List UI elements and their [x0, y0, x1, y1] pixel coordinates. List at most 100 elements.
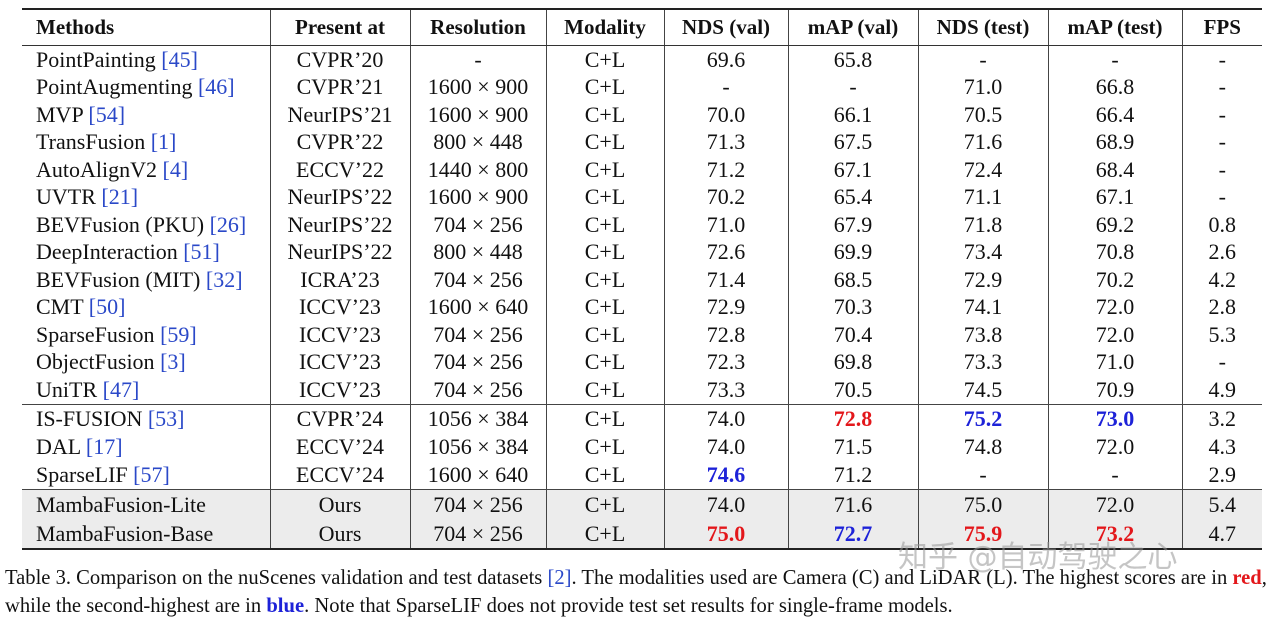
method-name: SparseLIF — [36, 462, 128, 488]
table-row: SparseFusion [59] ICCV’23 704 × 256 C+L 72.8… — [22, 321, 1262, 349]
table-cell: 70.8 — [1047, 238, 1182, 266]
table-row: BEVFusion (PKU) [26] NeurIPS’22 704 × 256 C… — [22, 211, 1262, 239]
table-cell: NeurIPS’22 — [269, 183, 410, 211]
table-cell: 704 × 256 — [409, 519, 546, 549]
table-cell: - — [917, 45, 1048, 74]
header-row: Methods Present at Resolution Modality NDS (… — [22, 9, 1262, 46]
method-name: MambaFusion-Base — [36, 520, 214, 546]
table-cell: 71.8 — [917, 211, 1048, 239]
table-cell: 75.0 — [917, 489, 1048, 520]
table-row: CMT [50] ICCV’23 1600 × 640 C+L 72.9 70.3 74.1… — [22, 293, 1262, 321]
table-cell: ICCV’23 — [269, 348, 410, 376]
table-cell: C+L — [545, 211, 664, 239]
table-cell: 72.6 — [663, 238, 788, 266]
table-cell: - — [1181, 156, 1262, 184]
table-cell: 69.8 — [787, 348, 918, 376]
table-cell: 704 × 256 — [409, 376, 546, 404]
table-cell: C+L — [545, 266, 664, 294]
table-cell: 70.2 — [663, 183, 788, 211]
table-cell: 1600 × 900 — [409, 183, 546, 211]
table-cell: 70.3 — [787, 293, 918, 321]
table-cell: 5.3 — [1181, 321, 1262, 349]
table-cell: C+L — [545, 183, 664, 211]
table-cell: - — [1047, 45, 1182, 74]
citation: [53] — [147, 405, 185, 431]
method-name: PointAugmenting — [36, 74, 193, 100]
table-cell: 71.2 — [663, 156, 788, 184]
table-cell: 71.5 — [787, 432, 918, 462]
citation: [32] — [205, 266, 243, 292]
table-row: AutoAlignV2 [4] ECCV’22 1440 × 800 C+L 71.2 6… — [22, 156, 1262, 184]
table-cell: 1056 × 384 — [409, 432, 546, 462]
method-name: PointPainting — [36, 46, 156, 72]
table-cell: CVPR’22 — [269, 128, 410, 156]
table-cell: 72.8 — [663, 321, 788, 349]
table-cell: ECCV’22 — [269, 156, 410, 184]
citation: [21] — [101, 184, 139, 210]
table-cell: 1600 × 900 — [409, 73, 546, 101]
table-cell: 4.3 — [1181, 432, 1262, 462]
table-cell: 704 × 256 — [409, 266, 546, 294]
table-cell: 704 × 256 — [409, 321, 546, 349]
method-cell: UVTR [21] — [22, 184, 270, 212]
method-name: SparseFusion — [36, 321, 155, 347]
method-name: CMT — [36, 294, 84, 320]
table-cell: 73.8 — [917, 321, 1048, 349]
column-header: Resolution — [409, 9, 546, 46]
table-cell: - — [1181, 45, 1262, 74]
table-cell: 65.8 — [787, 45, 918, 74]
table-cell: - — [1181, 128, 1262, 156]
method-name: ObjectFusion — [36, 349, 155, 375]
table-cell: 72.0 — [1047, 432, 1182, 462]
table-cell: 4.2 — [1181, 266, 1262, 294]
table-row: ObjectFusion [3] ICCV’23 704 × 256 C+L 72.3 6… — [22, 348, 1262, 377]
table-cell: 66.8 — [1047, 73, 1182, 101]
method-name: UniTR — [36, 376, 98, 402]
table-cell: CVPR’21 — [269, 73, 410, 101]
table-cell: 74.0 — [663, 432, 788, 462]
citation: [3] — [160, 349, 186, 375]
table-cell: 4.7 — [1181, 519, 1262, 549]
table-cell: - — [787, 73, 918, 101]
method-cell: PointPainting [45] — [22, 46, 270, 74]
column-header: mAP (val) — [787, 9, 918, 46]
table-cell: 70.5 — [917, 101, 1048, 129]
table-cell: 74.1 — [917, 293, 1048, 321]
table-cell: - — [917, 461, 1048, 490]
table-cell: C+L — [545, 238, 664, 266]
table-cell: C+L — [545, 156, 664, 184]
table-cell: ICRA’23 — [269, 266, 410, 294]
table-cell: - — [1181, 348, 1262, 376]
table-cell: C+L — [545, 73, 664, 101]
column-header: NDS (val) — [663, 9, 788, 46]
table-cell: 73.0 — [1047, 403, 1182, 433]
table-cell: 67.1 — [787, 156, 918, 184]
caption-text: , while the second-highest are in — [5, 567, 1267, 617]
table-row: BEVFusion (MIT) [32] ICRA’23 704 × 256 C+L 7… — [22, 266, 1262, 294]
table-row: PointPainting [45] CVPR’20- C+L 69.6 65.8- - - — [22, 45, 1262, 74]
table-cell: 69.9 — [787, 238, 918, 266]
citation: [46] — [197, 74, 235, 100]
table-cell: 1600 × 640 — [409, 293, 546, 321]
highlighted-value: 74.6 — [706, 462, 746, 488]
method-cell: MVP [54] — [22, 101, 270, 129]
highlighted-value: 73.0 — [1095, 405, 1135, 431]
table-cell: 70.2 — [1047, 266, 1182, 294]
method-name: AutoAlignV2 — [36, 156, 157, 182]
table-cell: 72.7 — [787, 519, 918, 549]
table-cell: 0.8 — [1181, 211, 1262, 239]
method-cell: ObjectFusion [3] — [22, 349, 270, 377]
method-cell: MambaFusion-Base — [22, 519, 270, 549]
table-cell: 72.0 — [1047, 489, 1182, 520]
table-row: TransFusion [1] CVPR’22 800 × 448 C+L 71.3 67… — [22, 128, 1262, 156]
method-name: MambaFusion-Lite — [36, 491, 206, 517]
table-cell: 72.8 — [787, 403, 918, 433]
citation: [54] — [88, 101, 126, 127]
column-header: FPS — [1181, 9, 1262, 46]
table-cell: 67.1 — [1047, 183, 1182, 211]
table-row: MambaFusion-Base Ours 704 × 256 C+L 75.0 72.7… — [22, 519, 1262, 549]
column-header: Present at — [269, 9, 410, 46]
highlighted-value: 72.7 — [833, 520, 873, 546]
highlighted-value: 73.2 — [1095, 520, 1135, 546]
